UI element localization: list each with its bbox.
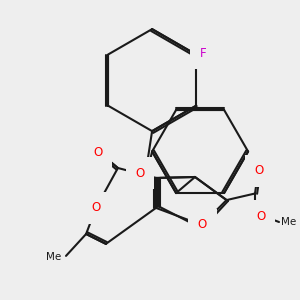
Text: O: O xyxy=(198,218,207,232)
Text: Me: Me xyxy=(46,252,62,262)
Text: O: O xyxy=(255,164,264,178)
Text: F: F xyxy=(200,46,206,60)
Text: O: O xyxy=(92,201,100,214)
Text: O: O xyxy=(94,146,103,160)
Text: O: O xyxy=(197,218,206,232)
Text: Me: Me xyxy=(280,217,296,227)
Text: O: O xyxy=(256,209,266,223)
Text: O: O xyxy=(136,167,145,180)
